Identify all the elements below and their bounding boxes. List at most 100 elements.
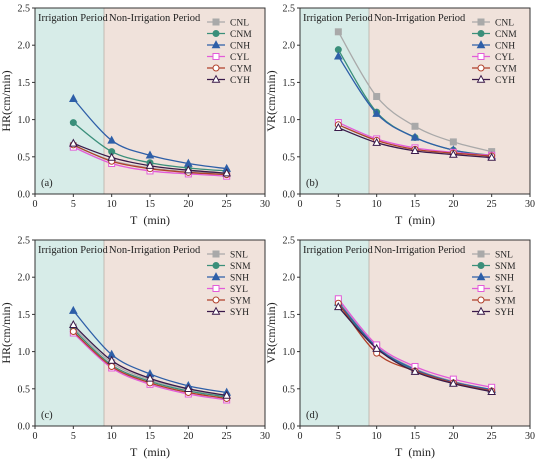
chart-panel-b: Irrigation Period Non-Irrigation Period 0 5… bbox=[264, 4, 535, 228]
x-tick-label: 10 bbox=[107, 431, 117, 442]
y-tick-label: 0.0 bbox=[283, 190, 296, 201]
irrigation-period-label: Irrigation Period bbox=[303, 13, 373, 24]
panel-label: (c) bbox=[41, 410, 53, 421]
data-point bbox=[108, 362, 116, 370]
legend-label: SYM bbox=[230, 297, 251, 307]
legend-label: CYH bbox=[495, 76, 515, 86]
data-point bbox=[68, 319, 78, 329]
legend-label: CYH bbox=[230, 76, 250, 86]
data-point bbox=[222, 168, 232, 177]
legend-marker bbox=[476, 306, 486, 315]
legend-label: SNH bbox=[495, 274, 514, 284]
non-irrigation-region bbox=[369, 8, 530, 194]
data-point bbox=[183, 165, 193, 174]
legend-label: CNH bbox=[230, 42, 250, 52]
legend-marker bbox=[211, 74, 221, 83]
legend-marker bbox=[477, 296, 485, 304]
y-tick-label: 0.5 bbox=[18, 384, 31, 395]
legend-marker bbox=[212, 18, 220, 26]
y-tick-label: 2.0 bbox=[283, 41, 296, 52]
x-axis-title: T (min) bbox=[130, 213, 170, 227]
x-tick-label: 0 bbox=[298, 199, 303, 210]
y-tick-label: 0.5 bbox=[283, 152, 296, 163]
series-syh bbox=[68, 319, 232, 399]
legend-label: SYM bbox=[495, 297, 516, 307]
irrigation-region bbox=[35, 8, 104, 194]
x-tick-label: 30 bbox=[525, 431, 535, 442]
data-point bbox=[410, 145, 420, 155]
legend-marker bbox=[476, 74, 486, 83]
x-tick-label: 10 bbox=[372, 199, 382, 210]
non-irrigation-period-label: Non-Irrigation Period bbox=[109, 13, 201, 24]
y-tick-label: 1.5 bbox=[18, 78, 31, 89]
legend-label: SNH bbox=[230, 274, 249, 284]
data-point bbox=[145, 150, 155, 159]
legend-label: SYL bbox=[230, 285, 248, 295]
data-point bbox=[107, 135, 117, 144]
x-tick-label: 0 bbox=[33, 199, 38, 210]
legend-marker bbox=[212, 296, 220, 304]
data-point bbox=[448, 149, 458, 158]
x-tick-label: 25 bbox=[222, 431, 232, 442]
legend-marker bbox=[477, 53, 485, 60]
irrigation-region bbox=[35, 240, 104, 426]
x-tick-label: 0 bbox=[33, 431, 38, 442]
panel-label: (d) bbox=[306, 410, 319, 421]
y-axis-title: HR(cm/min) bbox=[0, 70, 13, 131]
data-point bbox=[373, 93, 381, 101]
y-tick-label: 0.0 bbox=[283, 422, 296, 433]
y-tick-label: 1.0 bbox=[18, 115, 31, 126]
x-tick-label: 5 bbox=[336, 431, 341, 442]
x-tick-label: 15 bbox=[410, 431, 420, 442]
data-point bbox=[410, 366, 420, 375]
x-tick-label: 25 bbox=[487, 199, 497, 210]
y-tick-label: 2.5 bbox=[18, 4, 31, 15]
series-cyh bbox=[68, 138, 232, 177]
panel-label: (b) bbox=[306, 178, 319, 189]
data-point bbox=[107, 152, 117, 161]
data-point bbox=[68, 305, 78, 314]
legend-label: CNM bbox=[230, 30, 252, 40]
legend-label: CYL bbox=[495, 53, 514, 63]
data-point bbox=[145, 160, 155, 169]
legend-marker bbox=[211, 306, 221, 315]
data-point bbox=[487, 152, 497, 161]
legend-marker bbox=[212, 30, 220, 37]
legend-label: SNL bbox=[230, 251, 248, 261]
y-tick-label: 1.5 bbox=[283, 78, 296, 89]
legend-label: SYL bbox=[495, 285, 513, 295]
x-axis-title: T (min) bbox=[130, 445, 170, 459]
y-tick-label: 1.0 bbox=[283, 115, 296, 126]
legend-label: CNL bbox=[230, 19, 249, 29]
irrigation-region bbox=[300, 240, 369, 426]
data-point bbox=[222, 390, 232, 399]
chart-panel-c: Irrigation Period Non-Irrigation Period 0 5… bbox=[0, 236, 270, 460]
non-irrigation-region bbox=[104, 240, 265, 426]
x-tick-label: 15 bbox=[145, 431, 155, 442]
legend-marker bbox=[211, 272, 221, 281]
y-tick-label: 0.0 bbox=[18, 422, 31, 433]
data-point bbox=[69, 119, 77, 127]
y-tick-label: 1.0 bbox=[283, 347, 296, 358]
data-point bbox=[333, 51, 343, 60]
legend-marker bbox=[476, 40, 486, 49]
x-tick-label: 5 bbox=[71, 431, 76, 442]
legend-marker bbox=[212, 285, 220, 292]
data-point bbox=[68, 138, 78, 147]
y-axis-title: VR(cm/min) bbox=[264, 302, 278, 363]
legend-marker bbox=[477, 250, 485, 258]
x-tick-label: 30 bbox=[260, 199, 270, 210]
legend-label: SNL bbox=[495, 251, 513, 261]
legend-label: CYL bbox=[230, 53, 249, 63]
y-tick-label: 2.5 bbox=[283, 236, 296, 247]
x-tick-label: 20 bbox=[448, 199, 458, 210]
data-point bbox=[411, 122, 419, 130]
y-tick-label: 0.5 bbox=[283, 384, 296, 395]
legend-marker bbox=[477, 262, 485, 269]
data-point bbox=[333, 302, 343, 311]
series-cyh bbox=[333, 122, 497, 161]
